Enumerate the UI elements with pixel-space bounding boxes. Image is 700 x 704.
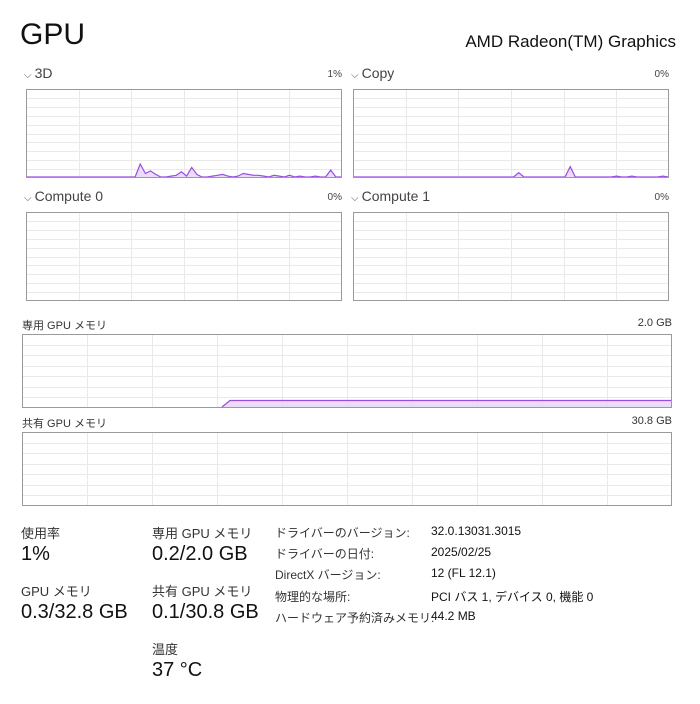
engine-selector-compute1[interactable]: ⌵ Compute 1 [351,188,430,204]
engine-label: Copy [361,65,395,81]
info-value: PCI バス 1, デバイス 0, 機能 0 [431,590,594,604]
shared-memory-stat-value: 0.1/30.8 GB [152,601,259,623]
info-label: DirectX バージョン: [275,568,381,582]
info-label: ハードウェア予約済みメモリ: [275,611,435,625]
engine-graph-compute1 [353,212,669,301]
shared-memory-max: 30.8 GB [631,415,672,427]
gpu-memory-label: GPU メモリ [21,584,92,599]
info-label: ドライバーのバージョン: [275,526,410,540]
shared-memory-stat-label: 共有 GPU メモリ [152,584,253,599]
temperature-value: 37 °C [152,659,203,681]
shared-memory-graph [22,432,672,506]
engine-value: 0% [654,192,669,203]
graph-border [353,212,669,301]
chevron-down-icon: ⌵ [351,70,359,81]
dedicated-memory-stat-label: 専用 GPU メモリ [152,526,253,541]
graph-border [26,89,342,178]
engine-selector-3d[interactable]: ⌵ 3D [24,65,53,81]
temperature-label: 温度 [152,642,179,657]
page-title: GPU [20,18,86,51]
info-label: ドライバーの日付: [275,547,375,561]
chevron-down-icon: ⌵ [24,193,32,204]
memory-area [222,400,671,407]
engine-label: Compute 0 [34,188,104,204]
engine-value: 0% [327,192,342,203]
info-value: 2025/02/25 [431,545,492,559]
dedicated-memory-label: 専用 GPU メモリ [22,320,107,332]
dedicated-memory-stat-value: 0.2/2.0 GB [152,543,248,565]
engine-value: 0% [654,69,669,80]
info-value: 12 (FL 12.1) [431,566,496,580]
shared-memory-label: 共有 GPU メモリ [22,418,107,430]
engine-value: 1% [327,69,342,80]
engine-graph-3d [26,89,342,178]
device-name: AMD Radeon(TM) Graphics [465,32,676,51]
engine-label: 3D [34,65,53,81]
chevron-down-icon: ⌵ [24,70,32,81]
graph-border [22,334,672,408]
engine-selector-compute0[interactable]: ⌵ Compute 0 [24,188,103,204]
graph-border [353,89,669,178]
engine-graph-copy [353,89,669,178]
engine-label: Compute 1 [361,188,431,204]
engine-graph-compute0 [26,212,342,301]
dedicated-memory-graph [22,334,672,408]
graph-border [26,212,342,301]
chevron-down-icon: ⌵ [351,193,359,204]
dedicated-memory-max: 2.0 GB [637,317,672,329]
memory-line [221,399,671,408]
utilization-label: 使用率 [21,526,61,541]
info-value: 44.2 MB [431,609,476,623]
engine-selector-copy[interactable]: ⌵ Copy [351,65,394,81]
gpu-memory-value: 0.3/32.8 GB [21,601,128,623]
info-value: 32.0.13031.3015 [431,524,522,538]
utilization-value: 1% [21,543,50,565]
info-label: 物理的な場所: [275,590,351,604]
graph-border [22,432,672,506]
